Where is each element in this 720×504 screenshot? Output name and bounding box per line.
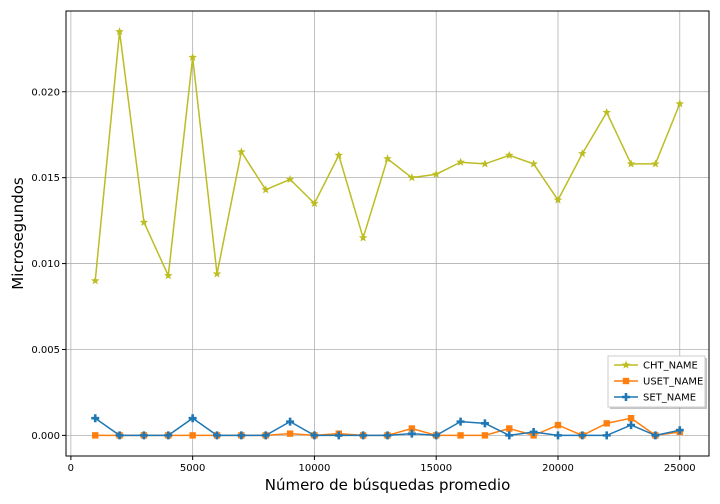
x-axis-label: Número de búsquedas promedio: [265, 476, 511, 494]
data-point-plus: [456, 417, 465, 426]
data-point-plus: [407, 429, 416, 438]
series-cht-name: [90, 27, 685, 285]
data-point-star: [383, 154, 392, 163]
data-point-star: [480, 159, 490, 168]
data-point-star: [358, 233, 368, 242]
data-point-plus: [432, 431, 441, 440]
data-point-star: [237, 147, 246, 156]
data-point-plus: [188, 414, 197, 423]
legend-label: CHT_NAME: [643, 361, 698, 372]
legend-item: SET_NAME: [614, 393, 696, 404]
data-point-square: [481, 432, 489, 439]
x-tick-label: 15000: [420, 463, 452, 474]
x-axis-ticks: 0 5000 10000 15000 20000 25000: [68, 456, 696, 474]
x-tick-label: 25000: [664, 463, 696, 474]
data-point-plus: [310, 431, 319, 440]
data-point-square: [286, 430, 294, 437]
data-point-star: [675, 99, 685, 108]
data-point-plus: [213, 431, 222, 440]
data-point-star: [578, 149, 587, 158]
data-point-plus: [359, 431, 368, 440]
data-point-plus: [651, 431, 660, 440]
y-tick-label: 0.010: [31, 259, 60, 270]
legend: CHT_NAME USET_NAME SET_NAME: [607, 355, 707, 409]
y-tick-label: 0.005: [31, 345, 60, 356]
data-point-plus: [261, 431, 270, 440]
data-point-star: [188, 52, 197, 62]
legend-label: USET_NAME: [643, 377, 703, 388]
data-point-plus: [91, 414, 100, 423]
data-point-star: [651, 159, 660, 168]
data-point-star: [553, 195, 563, 204]
data-point-plus: [578, 431, 587, 440]
data-point-star: [529, 159, 538, 168]
data-point-square: [554, 421, 562, 429]
data-point-plus: [529, 427, 538, 436]
data-point-square: [457, 432, 464, 439]
data-point-plus: [237, 431, 246, 440]
y-tick-label: 0.015: [31, 173, 60, 184]
data-point-star: [334, 150, 344, 159]
y-tick-label: 0.020: [31, 87, 60, 98]
data-point-plus: [334, 431, 343, 440]
data-point-star: [505, 150, 514, 159]
data-point-star: [285, 174, 295, 184]
data-point-plus: [286, 417, 295, 426]
data-point-plus: [553, 431, 562, 440]
x-tick-label: 5000: [180, 463, 205, 474]
data-point-star: [456, 157, 465, 166]
x-tick-label: 10000: [299, 463, 331, 474]
data-point-star: [115, 27, 124, 36]
data-point-star: [139, 217, 149, 226]
legend-item: CHT_NAME: [614, 360, 698, 372]
data-point-plus: [164, 431, 173, 440]
x-tick-label: 20000: [542, 463, 574, 474]
data-point-plus: [139, 431, 148, 440]
data-point-star: [602, 107, 611, 117]
series-layer: [90, 27, 685, 440]
data-point-square: [622, 377, 630, 385]
legend-label: SET_NAME: [643, 393, 696, 404]
data-point-plus: [505, 431, 514, 440]
y-axis-label: Microsegundos: [9, 177, 27, 290]
y-axis-ticks: 0.000 0.005 0.010 0.015 0.020: [31, 87, 66, 442]
data-point-square: [92, 432, 99, 439]
data-point-star: [431, 169, 441, 178]
data-point-star: [212, 269, 222, 278]
plot-frame: [65, 10, 710, 457]
x-tick-label: 0: [68, 463, 74, 474]
data-point-square: [189, 432, 196, 439]
data-point-plus: [115, 431, 124, 440]
data-point-star: [310, 198, 319, 208]
data-point-plus: [622, 393, 630, 401]
data-point-plus: [383, 431, 392, 440]
data-point-star: [164, 271, 173, 280]
y-tick-label: 0.000: [31, 431, 60, 442]
data-point-star: [261, 185, 270, 194]
data-point-plus: [675, 426, 684, 435]
data-point-star: [621, 360, 631, 369]
data-point-square: [603, 420, 610, 427]
data-point-plus: [602, 431, 611, 440]
data-point-plus: [627, 421, 636, 430]
series-set-name: [91, 414, 684, 440]
data-point-star: [407, 173, 417, 182]
legend-item: USET_NAME: [614, 377, 703, 388]
data-point-square: [627, 415, 635, 422]
data-point-plus: [480, 419, 489, 428]
data-point-star: [626, 159, 636, 168]
data-point-square: [408, 425, 416, 432]
data-point-star: [90, 276, 100, 285]
data-point-square: [506, 425, 513, 432]
